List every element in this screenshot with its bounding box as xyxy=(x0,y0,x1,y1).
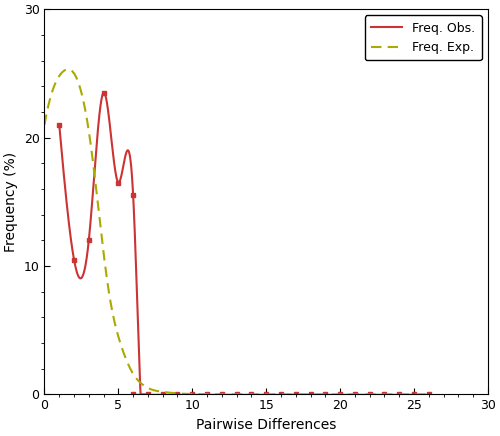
Legend: Freq. Obs., Freq. Exp.: Freq. Obs., Freq. Exp. xyxy=(365,15,482,60)
Freq. Exp. xyxy=(349,392,355,397)
Freq. Exp. xyxy=(65,67,71,72)
Freq. Exp. xyxy=(342,392,348,397)
Freq. Exp. xyxy=(198,392,203,397)
Freq. Obs. xyxy=(143,392,149,397)
Freq. Exp. xyxy=(81,102,87,107)
Freq. Obs. xyxy=(56,122,62,127)
Freq. Obs. xyxy=(104,103,110,109)
Line: Freq. Exp.: Freq. Exp. xyxy=(44,69,429,395)
Y-axis label: Frequency (%): Frequency (%) xyxy=(4,152,18,252)
Freq. Obs. xyxy=(99,95,105,100)
X-axis label: Pairwise Differences: Pairwise Differences xyxy=(196,418,336,432)
Line: Freq. Obs.: Freq. Obs. xyxy=(59,92,148,395)
Freq. Exp. xyxy=(338,392,344,397)
Freq. Obs. xyxy=(98,97,104,102)
Freq. Exp. xyxy=(426,392,432,397)
Freq. Exp. xyxy=(306,392,312,397)
Freq. Obs. xyxy=(109,144,115,149)
Freq. Obs. xyxy=(129,175,135,181)
Freq. Obs. xyxy=(145,392,151,397)
Freq. Obs. xyxy=(138,392,143,397)
Freq. Exp. xyxy=(42,122,48,127)
Freq. Obs. xyxy=(101,90,107,95)
Freq. Exp. xyxy=(211,392,217,397)
